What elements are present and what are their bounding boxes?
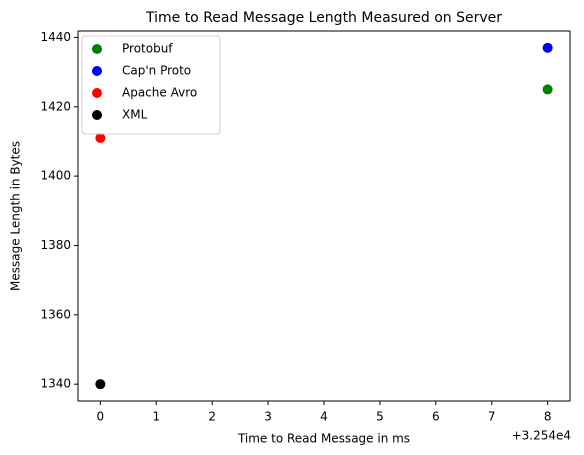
x-tick-label: 8 [544,410,552,424]
legend-box [81,35,221,135]
point [542,42,553,53]
chart-title: Time to Read Message Length Measured on … [145,10,502,26]
x-tick-label: 5 [376,410,384,424]
x-tick-label: 1 [152,410,160,424]
y-tick-label: 1400 [40,169,71,183]
legend-marker [92,88,102,98]
legend-label: Apache Avro [122,86,197,100]
y-tick-label: 1380 [40,238,71,252]
legend-label: Cap'n Proto [122,64,191,78]
x-tick-label: 4 [320,410,328,424]
point [95,379,106,390]
y-axis-label: Message Length in Bytes [9,141,23,291]
x-axis-label: Time to Read Message in ms [237,432,410,446]
y-tick-label: 1360 [40,307,71,321]
legend-marker [92,44,102,54]
legend-marker [92,110,102,120]
x-tick-label: 0 [97,410,105,424]
point [95,132,106,143]
x-offset-label: +3.254e4 [512,429,571,443]
legend-marker [92,66,102,76]
x-tick-label: 3 [264,410,272,424]
legend-label: Protobuf [122,42,173,56]
x-tick-label: 2 [208,410,216,424]
x-tick-label: 7 [488,410,496,424]
x-tick-label: 6 [432,410,440,424]
y-tick-label: 1420 [40,99,71,113]
point [542,84,553,95]
legend-label: XML [122,108,148,122]
y-tick-label: 1340 [40,377,71,391]
y-tick-label: 1440 [40,30,71,44]
